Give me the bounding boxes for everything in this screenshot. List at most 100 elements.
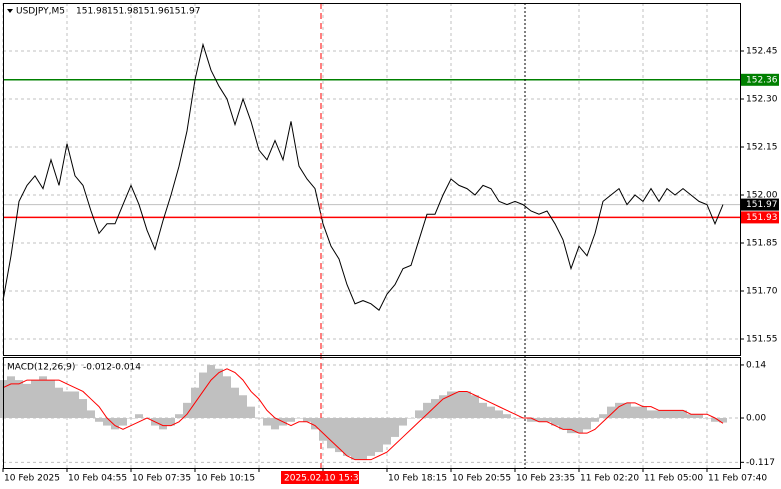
ohlc-value: 151.97 xyxy=(169,7,201,17)
last-price-box xyxy=(741,198,779,211)
y-tick-label: 0.00 xyxy=(746,413,766,423)
crosshair-label: 2025.02.10 15:30 xyxy=(284,474,365,484)
macd-bar xyxy=(535,417,543,422)
macd-bar xyxy=(575,417,583,434)
macd-bar xyxy=(479,402,487,418)
last-price-label: 151.97 xyxy=(746,200,778,210)
y-tick-label: 152.45 xyxy=(746,47,778,57)
macd-bar xyxy=(543,417,551,422)
macd-bar xyxy=(407,417,415,419)
y-tick-label: 151.55 xyxy=(746,335,778,345)
macd-bar xyxy=(471,395,479,418)
macd-bar xyxy=(7,376,15,418)
macd-bar xyxy=(183,402,191,418)
y-tick-label: 152.15 xyxy=(746,143,778,153)
macd-bar xyxy=(431,399,439,418)
macd-bar xyxy=(663,410,671,418)
y-tick-label: 151.70 xyxy=(746,287,778,297)
x-tick-label: 10 Feb 04:55 xyxy=(68,474,127,484)
level-box xyxy=(741,211,779,224)
macd-bar xyxy=(255,417,263,419)
crosshair-box xyxy=(281,471,359,484)
macd-bar xyxy=(135,414,143,418)
signal-value: -0.014 xyxy=(112,363,141,373)
macd-bar xyxy=(599,414,607,418)
price-panel-frame xyxy=(3,3,741,356)
macd-bar xyxy=(423,402,431,418)
macd-bar xyxy=(583,417,591,430)
macd-bar xyxy=(511,417,519,419)
menu-icon[interactable] xyxy=(7,9,13,13)
macd-bar xyxy=(623,402,631,418)
macd-bar xyxy=(71,391,79,418)
macd-bar xyxy=(55,387,63,418)
macd-bar xyxy=(679,410,687,418)
macd-bar xyxy=(319,417,327,441)
macd-bar xyxy=(639,406,647,418)
macd-bar xyxy=(719,417,727,423)
macd-bar xyxy=(15,380,23,418)
x-tick-label: 11 Feb 05:00 xyxy=(644,474,703,484)
macd-bar xyxy=(311,417,319,430)
macd-bar xyxy=(503,414,511,418)
macd-bar xyxy=(231,387,239,418)
macd-bar xyxy=(447,391,455,418)
macd-bar xyxy=(647,410,655,418)
macd-bar xyxy=(367,417,375,456)
macd-bar xyxy=(31,380,39,418)
macd-bar xyxy=(463,391,471,418)
macd-bar xyxy=(327,417,335,449)
macd-bar xyxy=(287,417,295,422)
level-box xyxy=(741,73,779,86)
x-tick-label: 10 Feb 18:15 xyxy=(388,474,447,484)
macd-bar xyxy=(263,417,271,426)
macd-bar xyxy=(247,406,255,418)
macd-bar xyxy=(175,414,183,418)
macd-bar xyxy=(375,417,383,453)
level-label: 152.36 xyxy=(746,75,778,85)
macd-bar xyxy=(295,417,303,419)
x-tick-label: 10 Feb 07:35 xyxy=(132,474,191,484)
macd-bar xyxy=(335,417,343,453)
signal-line xyxy=(2,368,724,461)
macd-bar xyxy=(391,417,399,437)
ohlc-value: 151.98 xyxy=(76,7,108,17)
level-label: 151.93 xyxy=(746,213,778,223)
macd-bar xyxy=(607,406,615,418)
macd-bar xyxy=(23,383,31,418)
macd-bar xyxy=(271,417,279,430)
macd-bar xyxy=(487,406,495,418)
macd-bar xyxy=(119,417,127,426)
macd-bar xyxy=(399,417,407,426)
y-tick-label: 0.14 xyxy=(746,360,766,370)
x-tick-label: 10 Feb 20:55 xyxy=(452,474,511,484)
x-tick-label: 11 Feb 07:40 xyxy=(708,474,767,484)
macd-bar xyxy=(79,399,87,418)
ohlc-value: 151.96 xyxy=(138,7,170,17)
macd-title: MACD(12,26,9) xyxy=(7,363,75,373)
y-tick-label: 151.85 xyxy=(746,239,778,249)
macd-bar xyxy=(87,410,95,418)
macd-bar xyxy=(455,391,463,418)
macd-bar xyxy=(39,376,47,418)
macd-bar xyxy=(215,368,223,418)
macd-bar xyxy=(47,380,55,418)
macd-bar xyxy=(223,376,231,418)
x-tick-label: 11 Feb 02:20 xyxy=(580,474,639,484)
macd-bar xyxy=(199,372,207,418)
macd-panel-frame xyxy=(3,357,741,469)
ohlc-value: 151.98 xyxy=(107,7,139,17)
macd-bar xyxy=(615,402,623,418)
x-tick-label: 10 Feb 23:35 xyxy=(516,474,575,484)
macd-bar xyxy=(439,395,447,418)
macd-bar xyxy=(95,417,103,422)
y-tick-label: -0.117 xyxy=(746,458,775,468)
macd-bar xyxy=(527,417,535,422)
symbol: USDJPY,M5 xyxy=(16,7,65,17)
labels-layer: 152.45 152.30 152.15 152.00 151.85 151.70 151.… xyxy=(4,7,779,484)
macd-bar xyxy=(159,417,167,430)
macd-bar xyxy=(63,391,71,418)
macd-bar xyxy=(655,410,663,418)
